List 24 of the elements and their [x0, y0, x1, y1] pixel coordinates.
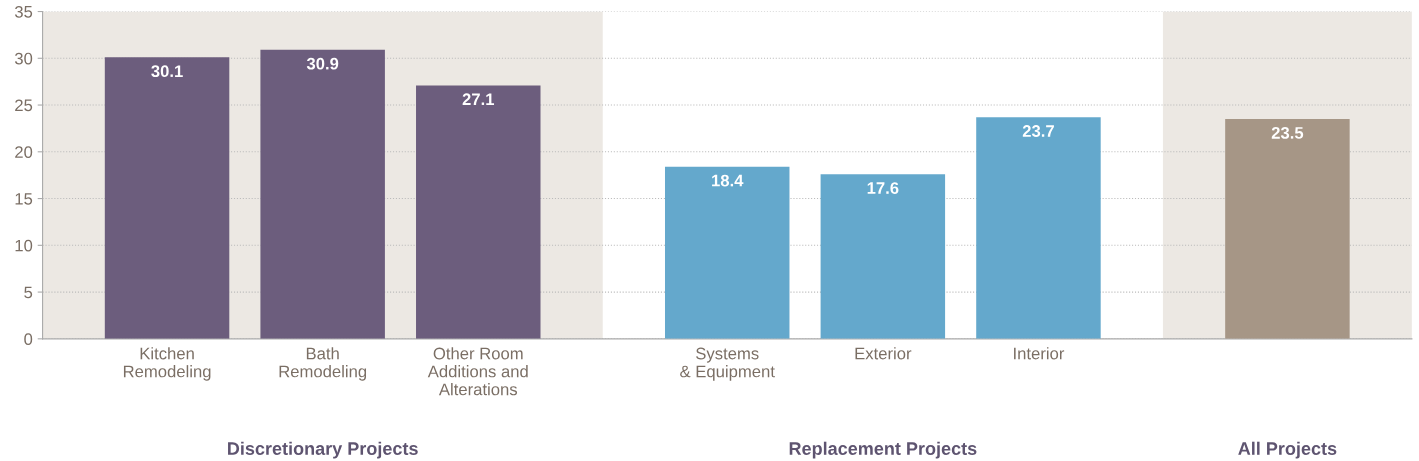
x-tick-label: Interior: [1014, 347, 1065, 360]
y-tick-label: 15: [15, 193, 33, 205]
data-label: 27.1: [462, 93, 495, 105]
x-tick-label: Other Room Additions and Alterations: [427, 347, 528, 396]
x-tick-label: Exterior: [855, 347, 912, 360]
text: All Projects: [1238, 441, 1337, 459]
data-label: 30.9: [306, 57, 339, 70]
x-tick-label: Kitchen Remodeling: [123, 347, 211, 381]
text: Replacement Projects: [789, 441, 977, 459]
x-tick-label: Systems & Equipment: [680, 347, 775, 381]
text: Discretionary Projects: [228, 441, 418, 459]
data-label: 18.4: [712, 174, 744, 187]
data-label: 23.5: [1271, 126, 1304, 139]
data-label: 23.7: [1022, 125, 1054, 137]
y-tick-label: 35: [14, 5, 33, 18]
y-tick-label: 20: [15, 146, 33, 158]
y-tick-label: 25: [15, 99, 33, 112]
data-label: 30.1: [151, 65, 183, 78]
x-tick-label: Bath Remodeling: [279, 347, 367, 381]
y-tick-label: 0: [24, 333, 33, 346]
data-label: 17.6: [867, 182, 899, 194]
y-tick-label: 30: [14, 52, 33, 65]
y-tick-label: 10: [15, 239, 33, 252]
y-tick-label: 5: [24, 286, 33, 299]
